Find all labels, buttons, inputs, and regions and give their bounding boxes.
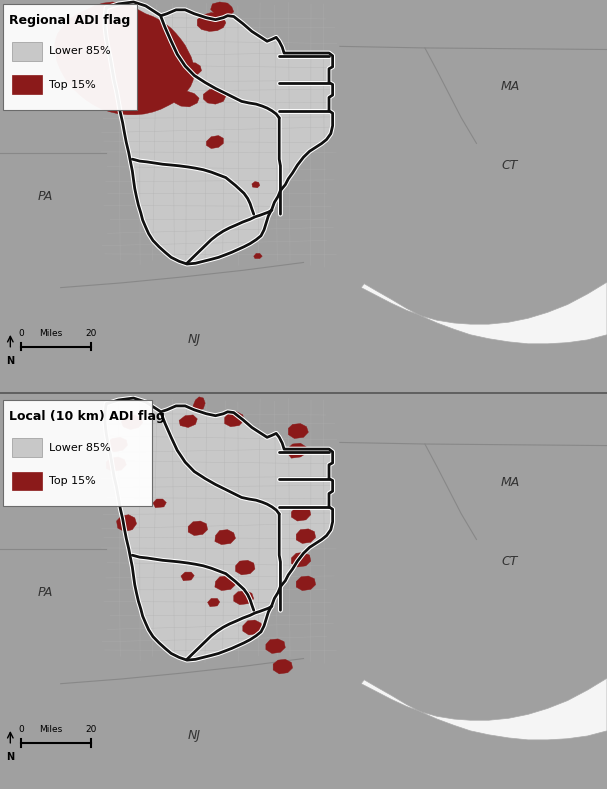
Polygon shape [121, 415, 143, 429]
Bar [12, 472, 42, 491]
Polygon shape [252, 181, 260, 188]
Text: NJ: NJ [188, 730, 201, 742]
Polygon shape [117, 514, 137, 532]
Bar [3, 400, 152, 506]
Text: N: N [6, 752, 15, 762]
Polygon shape [143, 47, 170, 63]
Text: 0: 0 [18, 725, 24, 734]
Polygon shape [273, 660, 293, 674]
Polygon shape [106, 457, 126, 472]
Bar [12, 76, 42, 95]
Polygon shape [105, 2, 333, 264]
Polygon shape [288, 443, 307, 458]
Polygon shape [236, 560, 255, 575]
Polygon shape [291, 552, 311, 567]
Text: MA: MA [500, 476, 520, 489]
Polygon shape [182, 63, 202, 76]
Polygon shape [197, 13, 226, 32]
Text: CT: CT [502, 555, 518, 567]
Polygon shape [106, 437, 127, 452]
Polygon shape [153, 499, 166, 507]
Polygon shape [234, 591, 254, 604]
Polygon shape [288, 424, 308, 439]
Text: Miles: Miles [39, 725, 62, 734]
Polygon shape [173, 92, 199, 107]
Polygon shape [203, 88, 226, 104]
Text: NJ: NJ [188, 334, 201, 346]
Polygon shape [291, 506, 311, 521]
Text: PA: PA [38, 586, 53, 599]
Polygon shape [193, 397, 205, 411]
Text: 20: 20 [86, 329, 97, 338]
Text: 20: 20 [86, 725, 97, 734]
Text: MA: MA [500, 80, 520, 93]
Polygon shape [215, 529, 236, 544]
Polygon shape [55, 2, 194, 114]
Polygon shape [215, 576, 236, 591]
Polygon shape [296, 529, 316, 544]
Polygon shape [179, 415, 197, 428]
Polygon shape [211, 2, 234, 17]
Polygon shape [206, 136, 223, 148]
Polygon shape [266, 639, 285, 653]
Text: Lower 85%: Lower 85% [49, 47, 110, 57]
Bar [3, 4, 137, 110]
Text: Regional ADI flag: Regional ADI flag [9, 13, 131, 27]
Text: Miles: Miles [39, 329, 62, 338]
Text: 0: 0 [18, 329, 24, 338]
Polygon shape [225, 412, 244, 427]
Polygon shape [181, 572, 194, 581]
Polygon shape [361, 679, 607, 740]
Polygon shape [188, 521, 208, 536]
Polygon shape [105, 398, 333, 660]
Bar [12, 42, 42, 61]
Polygon shape [296, 576, 316, 591]
Polygon shape [361, 282, 607, 344]
Text: PA: PA [38, 190, 53, 203]
Text: Top 15%: Top 15% [49, 476, 95, 486]
Polygon shape [243, 620, 262, 635]
Polygon shape [208, 598, 220, 607]
Text: N: N [6, 356, 15, 366]
Text: Top 15%: Top 15% [49, 80, 95, 90]
Text: CT: CT [502, 159, 518, 171]
Text: Local (10 km) ADI flag: Local (10 km) ADI flag [9, 409, 165, 423]
Polygon shape [254, 253, 262, 259]
Text: Lower 85%: Lower 85% [49, 443, 110, 453]
Bar [12, 438, 42, 457]
